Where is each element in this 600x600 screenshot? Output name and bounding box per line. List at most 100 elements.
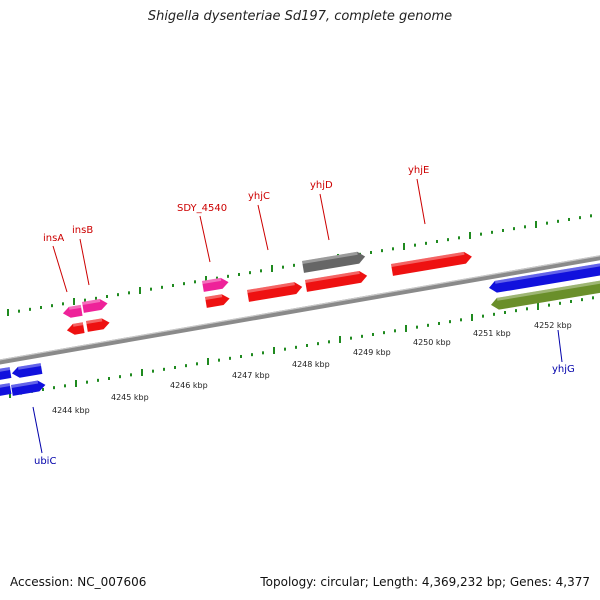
gene-feature-sdy4540-b bbox=[204, 294, 230, 308]
scale-label: 4252 kbp bbox=[534, 321, 572, 330]
tick-mark-top bbox=[546, 221, 548, 225]
tick-mark-bottom bbox=[449, 320, 451, 324]
gene-feature-ubiC-b bbox=[11, 363, 43, 378]
tick-mark-top bbox=[7, 309, 9, 316]
gene-features bbox=[0, 251, 600, 398]
tick-mark-bottom bbox=[482, 314, 484, 318]
tick-mark-bottom bbox=[493, 312, 495, 316]
tick-mark-top bbox=[557, 219, 559, 223]
tick-mark-bottom bbox=[130, 373, 132, 377]
scale-labels: 4244 kbp 4245 kbp 4246 kbp 4247 kbp 4248 kbp… bbox=[52, 321, 572, 415]
tick-mark-bottom bbox=[273, 346, 275, 354]
tick-mark-bottom bbox=[185, 364, 187, 368]
tick-mark-top bbox=[172, 283, 174, 287]
map-title: Shigella dysenteriae Sd197, complete gen… bbox=[147, 9, 453, 24]
tick-mark-top bbox=[18, 309, 20, 313]
tick-mark-bottom bbox=[262, 351, 264, 355]
gene-feature-yhjE-body bbox=[391, 251, 472, 276]
gene-feature-ubiC-a bbox=[0, 367, 12, 382]
gene-label-insB: insB bbox=[72, 225, 93, 236]
tick-mark-top bbox=[205, 275, 207, 283]
leader-yhjC bbox=[257, 204, 269, 251]
gene-feature-ubiC-c bbox=[0, 383, 12, 398]
tick-mark-top bbox=[139, 286, 141, 294]
tick-mark-bottom bbox=[207, 357, 209, 365]
gene-feature-ubiC-d-shine bbox=[11, 380, 39, 388]
tick-mark-bottom bbox=[119, 375, 121, 379]
gene-feature-ubiC-b-shine bbox=[17, 363, 42, 370]
tick-mark-bottom bbox=[75, 379, 77, 387]
tick-mark-bottom bbox=[9, 391, 11, 398]
tick-mark-bottom bbox=[196, 362, 198, 366]
tick-mark-top bbox=[447, 238, 449, 242]
gene-feature-yhjG-body bbox=[488, 260, 600, 293]
tick-mark-bottom bbox=[174, 365, 176, 369]
tick-mark-bottom bbox=[240, 354, 242, 358]
gene-feature-yhjG bbox=[488, 260, 600, 293]
gene-feature-sdy4540-body bbox=[202, 277, 229, 292]
gene-feature-insB-b-shine bbox=[86, 318, 103, 324]
tick-mark-top bbox=[458, 236, 460, 240]
tick-mark-bottom bbox=[141, 368, 143, 376]
tick-mark-top bbox=[51, 304, 53, 308]
gene-feature-ubiC-c-shine bbox=[0, 383, 11, 390]
tick-mark-top bbox=[568, 217, 570, 221]
tick-mark-top bbox=[73, 297, 75, 305]
gene-feature-ubiC-d bbox=[11, 380, 46, 396]
tick-mark-bottom bbox=[306, 343, 308, 347]
tick-mark-top bbox=[293, 263, 295, 267]
tick-mark-top bbox=[161, 285, 163, 289]
gene-feature-olive bbox=[490, 277, 600, 310]
leader-insA bbox=[52, 245, 68, 293]
tick-mark-bottom bbox=[416, 325, 418, 329]
tick-mark-top bbox=[249, 271, 251, 275]
tick-mark-top bbox=[403, 242, 405, 250]
gene-feature-insA-body bbox=[62, 304, 83, 318]
tick-mark-top bbox=[128, 291, 130, 295]
scale-label: 4251 kbp bbox=[473, 329, 511, 338]
tick-mark-bottom bbox=[108, 376, 110, 380]
gene-feature-insA-b bbox=[66, 322, 85, 335]
tick-mark-bottom bbox=[152, 369, 154, 373]
tick-mark-top bbox=[194, 280, 196, 284]
backbone-line bbox=[0, 255, 600, 365]
gene-feature-insB-b-body bbox=[86, 318, 110, 332]
tick-mark-top bbox=[271, 264, 273, 272]
gene-feature-insA-b-shine bbox=[72, 322, 84, 327]
gene-feature-yhjD-b-shine bbox=[305, 270, 360, 283]
scale-label: 4245 kbp bbox=[111, 393, 149, 402]
gene-feature-yhjC-body bbox=[247, 282, 303, 302]
tick-mark-top bbox=[381, 249, 383, 253]
scale-label: 4244 kbp bbox=[52, 406, 90, 415]
tick-mark-top bbox=[29, 307, 31, 311]
tick-mark-bottom bbox=[64, 384, 66, 388]
tick-mark-bottom bbox=[328, 340, 330, 344]
gene-feature-yhjE-shine bbox=[391, 251, 465, 267]
gene-feature-yhjD-b-body bbox=[305, 270, 368, 292]
tick-mark-top bbox=[590, 214, 592, 218]
genome-summary-text: Topology: circular; Length: 4,369,232 bp… bbox=[260, 575, 590, 589]
tick-mark-bottom bbox=[559, 301, 561, 305]
tick-mark-top bbox=[117, 293, 119, 297]
gene-label-SDY_4540: SDY_4540 bbox=[177, 203, 227, 214]
tick-mark-bottom bbox=[427, 323, 429, 327]
gene-feature-insB-shine bbox=[81, 299, 101, 305]
tick-mark-top bbox=[216, 276, 218, 280]
backbone-highlight bbox=[0, 255, 600, 361]
leader-insB bbox=[79, 238, 90, 286]
gene-feature-yhjG-shine bbox=[494, 260, 600, 284]
gene-feature-insB-b bbox=[86, 318, 110, 332]
scale-label: 4249 kbp bbox=[353, 348, 391, 357]
tick-mark-top bbox=[62, 302, 64, 306]
tick-mark-top bbox=[260, 269, 262, 273]
tick-mark-top bbox=[370, 250, 372, 254]
tick-mark-top bbox=[480, 232, 482, 236]
tick-mark-top bbox=[425, 241, 427, 245]
gene-feature-insA-shine bbox=[68, 304, 82, 310]
tick-mark-bottom bbox=[592, 296, 594, 300]
gene-feature-ubiC-d-body bbox=[11, 380, 46, 396]
tick-mark-top bbox=[282, 265, 284, 269]
scale-label: 4248 kbp bbox=[292, 360, 330, 369]
gene-feature-insB bbox=[81, 299, 108, 313]
